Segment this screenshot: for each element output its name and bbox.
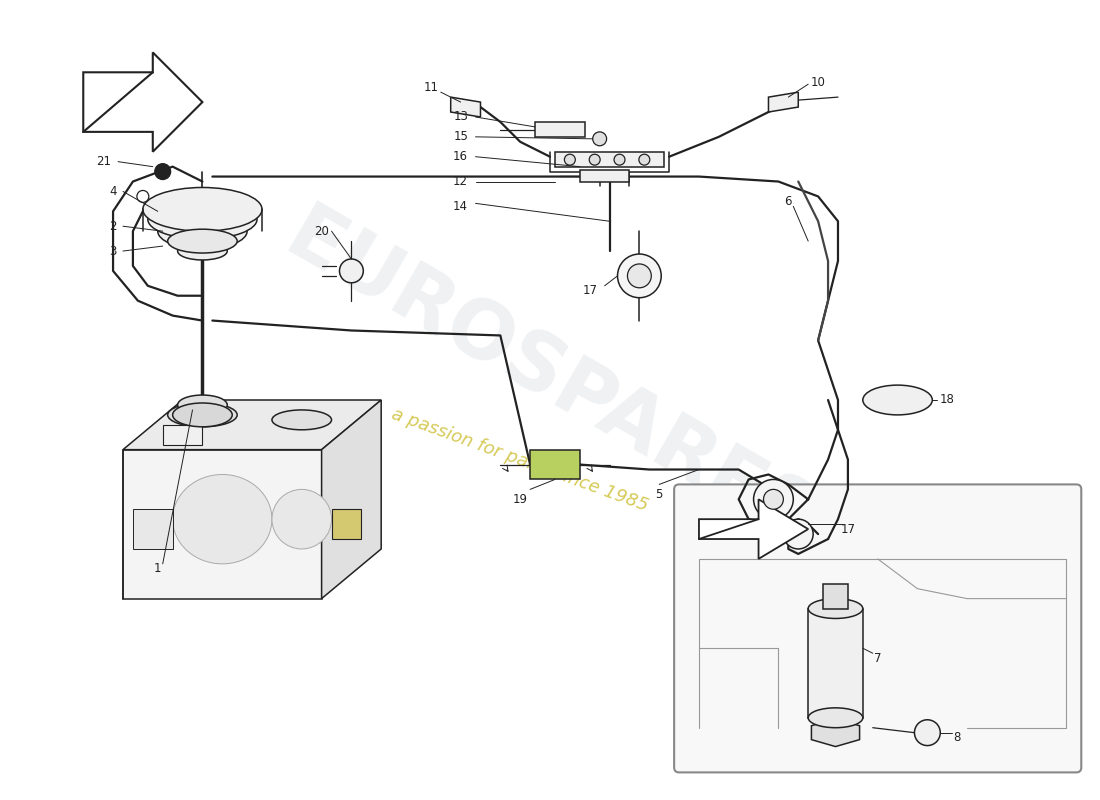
Bar <box>556 152 664 166</box>
Text: 1: 1 <box>154 562 162 575</box>
Circle shape <box>914 720 940 746</box>
Text: 18: 18 <box>939 394 955 406</box>
Polygon shape <box>698 499 808 559</box>
Ellipse shape <box>167 229 238 253</box>
Text: 17: 17 <box>840 522 856 535</box>
Circle shape <box>614 154 625 165</box>
Ellipse shape <box>173 474 272 564</box>
Text: 20: 20 <box>315 225 329 238</box>
Polygon shape <box>123 450 321 598</box>
Circle shape <box>627 264 651 288</box>
Circle shape <box>639 154 650 165</box>
Ellipse shape <box>157 214 248 249</box>
Ellipse shape <box>272 490 331 549</box>
Ellipse shape <box>173 403 232 427</box>
Bar <box>530 450 580 479</box>
Text: 19: 19 <box>513 493 528 506</box>
Text: 4: 4 <box>109 185 117 198</box>
Bar <box>163 425 202 445</box>
Text: a passion for parts since 1985: a passion for parts since 1985 <box>389 405 651 514</box>
Circle shape <box>783 519 813 549</box>
Bar <box>331 510 361 539</box>
Bar <box>823 584 848 609</box>
Bar <box>808 609 862 718</box>
Circle shape <box>155 164 170 179</box>
Text: 17: 17 <box>582 284 597 298</box>
Polygon shape <box>123 400 382 450</box>
Ellipse shape <box>177 395 228 415</box>
Text: 6: 6 <box>784 195 792 208</box>
Ellipse shape <box>177 242 228 260</box>
Circle shape <box>590 154 601 165</box>
Text: 5: 5 <box>656 488 663 501</box>
Polygon shape <box>451 97 481 117</box>
Text: 13: 13 <box>453 110 469 123</box>
Ellipse shape <box>143 187 262 231</box>
Ellipse shape <box>272 410 331 430</box>
Ellipse shape <box>808 598 862 618</box>
Text: 15: 15 <box>453 130 469 143</box>
FancyBboxPatch shape <box>674 485 1081 772</box>
Polygon shape <box>84 53 202 152</box>
Text: 16: 16 <box>453 150 469 163</box>
Polygon shape <box>321 400 382 598</box>
Text: 2: 2 <box>109 220 117 233</box>
Polygon shape <box>769 92 799 112</box>
Ellipse shape <box>147 199 257 239</box>
Ellipse shape <box>808 708 862 728</box>
Text: 21: 21 <box>96 155 111 168</box>
Text: 7: 7 <box>874 652 881 665</box>
Bar <box>580 170 629 182</box>
Ellipse shape <box>862 385 933 415</box>
Bar <box>535 122 585 137</box>
Text: 3: 3 <box>109 245 117 258</box>
Circle shape <box>564 154 575 165</box>
Circle shape <box>136 190 149 202</box>
Circle shape <box>617 254 661 298</box>
Text: 12: 12 <box>453 175 469 188</box>
Circle shape <box>754 479 793 519</box>
Text: 8: 8 <box>954 731 960 744</box>
Polygon shape <box>812 718 859 746</box>
Ellipse shape <box>167 403 238 427</box>
Text: 14: 14 <box>453 200 469 213</box>
Text: 11: 11 <box>424 81 438 94</box>
Text: 10: 10 <box>811 76 826 89</box>
Text: EUROSPARES: EUROSPARES <box>272 197 828 563</box>
Circle shape <box>340 259 363 283</box>
Circle shape <box>763 490 783 510</box>
Bar <box>133 510 173 549</box>
Circle shape <box>593 132 606 146</box>
